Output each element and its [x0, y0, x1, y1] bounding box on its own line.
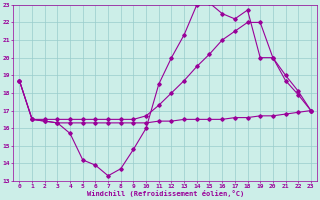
- X-axis label: Windchill (Refroidissement éolien,°C): Windchill (Refroidissement éolien,°C): [86, 190, 244, 197]
